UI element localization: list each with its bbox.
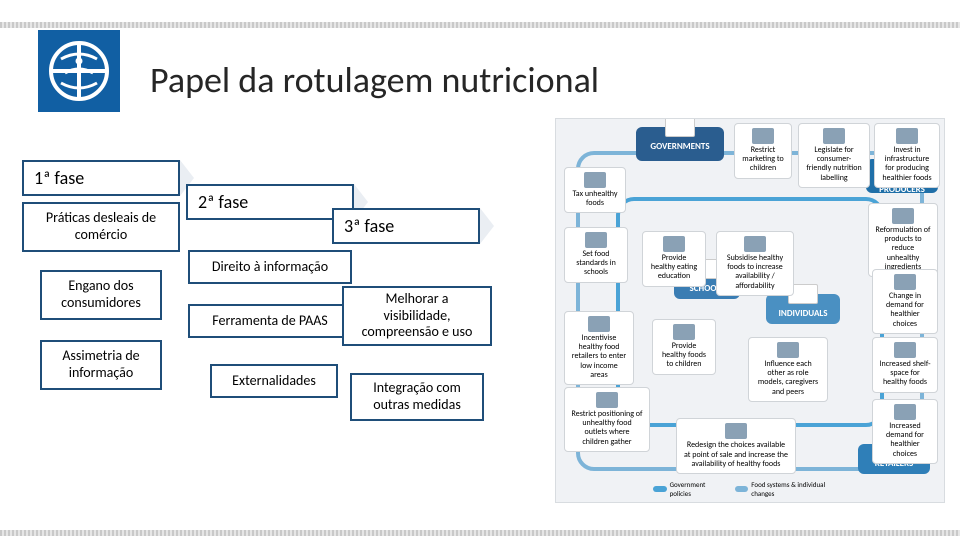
increased-demand-icon bbox=[894, 404, 916, 420]
logo bbox=[38, 30, 120, 112]
educate-icon bbox=[663, 236, 685, 252]
logo-icon bbox=[47, 39, 111, 103]
infographic-legend: Government policies Food systems & indiv… bbox=[653, 480, 847, 498]
node-educate: Provide healthy eating education bbox=[642, 231, 706, 287]
phase-1-box-1: Práticas desleais de comércio bbox=[22, 202, 180, 252]
node-reformulate: Reformulation of products to reduce unhe… bbox=[868, 203, 938, 277]
phase-2-box-1-label: Direito à informação bbox=[212, 259, 328, 276]
restrict-icon bbox=[752, 128, 774, 144]
node-shelf: Increased shelf-space for healthy foods bbox=[872, 337, 938, 393]
node-change-demand: Change in demand for healthier choices bbox=[872, 269, 938, 334]
legislate-icon bbox=[823, 128, 845, 144]
node-restrict-label: Restrict marketing to children bbox=[741, 146, 785, 174]
phase-1-box-3-label: Assimetria de informação bbox=[50, 348, 152, 382]
standards-icon bbox=[585, 232, 607, 248]
phase-1-column: 1ª fase Práticas desleais de comércio En… bbox=[22, 160, 180, 196]
phase-3-box-2-label: Integração com outras medidas bbox=[360, 380, 474, 414]
phase-2-box-1: Direito à informação bbox=[188, 250, 352, 284]
node-influence: Influence each other as role models, car… bbox=[748, 337, 828, 402]
node-standards-label: Set food standards in schools bbox=[571, 250, 621, 278]
food-system-infographic: GOVERNMENTS FOOD PRODUCERS SCHOOLS INDIV… bbox=[555, 118, 945, 503]
hub-individuals: INDIVIDUALS bbox=[766, 294, 840, 324]
incentivise-icon bbox=[588, 316, 610, 332]
phase-3-column: 3ª fase Melhorar a visibilidade, compree… bbox=[332, 208, 498, 244]
node-redesign-label: Redesign the choices available at point … bbox=[683, 441, 789, 469]
node-educate-label: Provide healthy eating education bbox=[649, 254, 699, 282]
phase-2-box-3-label: Externalidades bbox=[232, 373, 316, 390]
node-standards: Set food standards in schools bbox=[564, 227, 628, 283]
phase-3-box-1: Melhorar a visibilidade, compreensão e u… bbox=[342, 286, 492, 346]
node-subsidise: Subsidise healthy foods to increase avai… bbox=[716, 231, 794, 296]
phase-2-column: 2ª fase Direito à informação Ferramenta … bbox=[186, 184, 354, 220]
reformulate-icon bbox=[892, 208, 914, 224]
node-incentivise-label: Incentivise healthy food retailers to en… bbox=[571, 334, 627, 380]
phase-1-box-2-label: Engano dos consumidores bbox=[50, 278, 152, 312]
phase-3-box-2: Integração com outras medidas bbox=[350, 373, 484, 421]
node-restrict-pos: Restrict positioning of unhealthy food o… bbox=[564, 387, 650, 452]
redesign-icon bbox=[725, 423, 747, 439]
restrict-pos-icon bbox=[596, 392, 618, 408]
node-invest-label: Invest in infrastructure for producing h… bbox=[881, 146, 933, 183]
node-incentivise: Incentivise healthy food retailers to en… bbox=[564, 311, 634, 385]
phase-3-header: 3ª fase bbox=[332, 208, 480, 244]
node-restrict-pos-label: Restrict positioning of unhealthy food o… bbox=[571, 410, 643, 447]
phase-3-box-1-label: Melhorar a visibilidade, compreensão e u… bbox=[352, 291, 482, 341]
phase-2-box-3: Externalidades bbox=[210, 364, 338, 398]
top-rule bbox=[0, 22, 960, 28]
hub-governments: GOVERNMENTS bbox=[636, 127, 724, 161]
node-provide-healthy-label: Provide healthy foods to children bbox=[659, 342, 709, 370]
node-subsidise-label: Subsidise healthy foods to increase avai… bbox=[723, 254, 787, 291]
governments-icon bbox=[665, 118, 695, 137]
node-tax: Tax unhealthy foods bbox=[564, 167, 626, 213]
node-redesign: Redesign the choices available at point … bbox=[676, 418, 796, 474]
node-restrict: Restrict marketing to children bbox=[734, 123, 792, 179]
phase-1-header: 1ª fase bbox=[22, 160, 180, 196]
hub-individuals-label: INDIVIDUALS bbox=[779, 308, 828, 319]
legend-swatch-gov bbox=[653, 486, 667, 492]
provide-healthy-icon bbox=[673, 324, 695, 340]
node-legislate: Legislate for consumer-friendly nutritio… bbox=[798, 123, 870, 188]
invest-icon bbox=[896, 128, 918, 144]
phase-2-header-label: 2ª fase bbox=[198, 191, 248, 213]
hub-governments-label: GOVERNMENTS bbox=[650, 141, 709, 152]
node-invest: Invest in infrastructure for producing h… bbox=[874, 123, 940, 188]
phase-1-header-label: 1ª fase bbox=[34, 167, 84, 189]
phase-2-box-2-label: Ferramenta de PAAS bbox=[212, 313, 327, 330]
influence-icon bbox=[777, 342, 799, 358]
node-provide-healthy: Provide healthy foods to children bbox=[652, 319, 716, 375]
node-shelf-label: Increased shelf-space for healthy foods bbox=[879, 360, 931, 388]
node-legislate-label: Legislate for consumer-friendly nutritio… bbox=[805, 146, 863, 183]
legend-swatch-sys bbox=[735, 486, 749, 492]
node-increased-demand: Increased demand for healthier choices bbox=[872, 399, 938, 464]
node-tax-label: Tax unhealthy foods bbox=[571, 190, 619, 208]
page-title: Papel da rotulagem nutricional bbox=[150, 58, 599, 102]
phase-1-box-2: Engano dos consumidores bbox=[40, 270, 162, 320]
phase-2-header: 2ª fase bbox=[186, 184, 354, 220]
node-influence-label: Influence each other as role models, car… bbox=[755, 360, 821, 397]
phase-1-box-3: Assimetria de informação bbox=[40, 340, 162, 390]
change-demand-icon bbox=[894, 274, 916, 290]
legend-sys-label: Food systems & individual changes bbox=[751, 480, 847, 498]
tax-icon bbox=[584, 172, 606, 188]
node-reformulate-label: Reformulation of products to reduce unhe… bbox=[875, 226, 931, 272]
subsidise-icon bbox=[744, 236, 766, 252]
bottom-rule bbox=[0, 530, 960, 536]
node-change-demand-label: Change in demand for healthier choices bbox=[879, 292, 931, 329]
shelf-icon bbox=[894, 342, 916, 358]
node-increased-demand-label: Increased demand for healthier choices bbox=[879, 422, 931, 459]
phase-3-header-label: 3ª fase bbox=[344, 215, 394, 237]
phase-2-box-2: Ferramenta de PAAS bbox=[188, 304, 352, 338]
legend-gov-label: Government policies bbox=[670, 480, 727, 498]
phase-1-box-1-label: Práticas desleais de comércio bbox=[32, 210, 170, 244]
